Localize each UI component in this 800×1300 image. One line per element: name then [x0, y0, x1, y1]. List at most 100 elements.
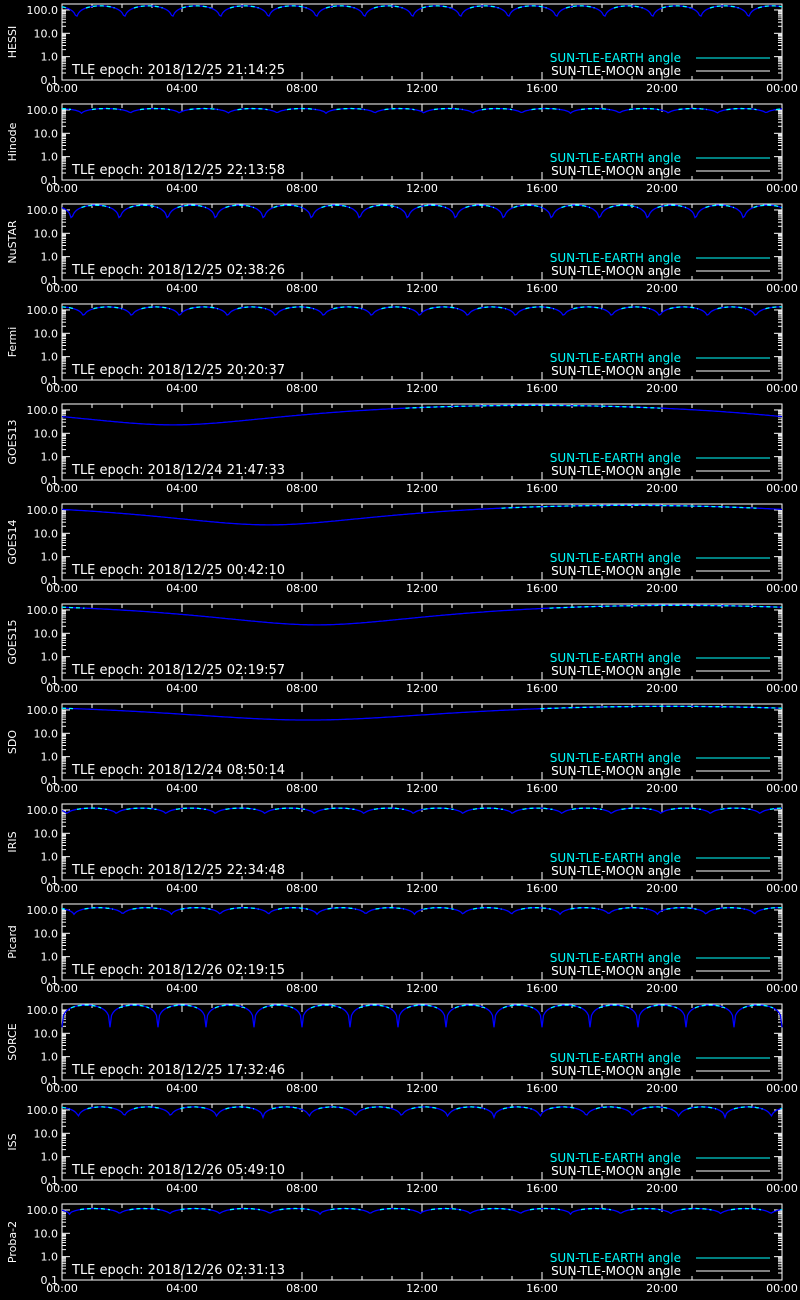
y-tick-label: 10.0	[34, 27, 59, 40]
sun-tle-earth-curve	[598, 1004, 630, 1009]
y-tick-label: 10.0	[34, 427, 59, 440]
x-tick-label: 12:00	[406, 382, 438, 395]
x-tick-label: 20:00	[646, 782, 678, 795]
legend-earth-label: SUN-TLE-EARTH angle	[550, 851, 681, 865]
sun-tle-earth-curve	[573, 306, 603, 310]
sun-tle-earth-curve	[61, 707, 76, 710]
x-tick-label: 16:00	[526, 82, 558, 95]
sun-tle-earth-curve	[681, 1207, 712, 1211]
x-tick-label: 00:00	[766, 582, 798, 595]
plot-svg: 100.010.01.00.100:00 04:00 08:00 12:00 16:00…	[6, 303, 798, 395]
x-tick-label: 08:00	[286, 282, 318, 295]
x-tick-label: 16:00	[526, 782, 558, 795]
sun-tle-earth-curve	[733, 1106, 763, 1110]
legend-earth-label: SUN-TLE-EARTH angle	[550, 251, 681, 265]
sun-tle-earth-curve	[175, 807, 207, 811]
plot-svg: 100.010.01.00.100:00 04:00 08:00 12:00 16:00…	[6, 1103, 798, 1195]
satellite-label: Proba-2	[6, 1221, 19, 1263]
sun-tle-earth-curve	[753, 204, 783, 209]
sun-tle-earth-curve	[333, 306, 363, 310]
x-tick-label: 08:00	[286, 82, 318, 95]
x-tick-label: 04:00	[166, 282, 198, 295]
x-tick-label: 16:00	[526, 282, 558, 295]
sun-tle-earth-curve	[324, 807, 355, 811]
sun-tle-earth-curve	[472, 807, 504, 811]
x-tick-label: 20:00	[646, 1282, 678, 1295]
sun-tle-earth-curve	[139, 107, 171, 111]
sun-tle-earth-curve	[84, 907, 114, 910]
sun-tle-earth-curve	[429, 306, 459, 310]
x-tick-label: 20:00	[646, 982, 678, 995]
legend-moon-label: SUN-TLE-MOON angle	[551, 264, 681, 278]
sun-tle-earth-curve	[456, 1106, 486, 1110]
sun-tle-earth-curve	[286, 107, 316, 111]
x-tick-label: 12:00	[406, 782, 438, 795]
sun-tle-earth-curve	[405, 404, 661, 409]
x-tick-label: 00:00	[46, 982, 78, 995]
legend-earth-label: SUN-TLE-EARTH angle	[550, 551, 681, 565]
sun-tle-earth-curve	[642, 1106, 670, 1110]
satellite-label: Picard	[6, 925, 19, 959]
x-tick-label: 20:00	[646, 382, 678, 395]
legend-earth-label: SUN-TLE-EARTH angle	[550, 451, 681, 465]
y-tick-label: 1.0	[41, 451, 59, 464]
x-tick-label: 00:00	[766, 482, 798, 495]
y-tick-label: 0.1	[41, 74, 59, 87]
x-tick-label: 12:00	[406, 1282, 438, 1295]
sun-tle-earth-curve	[364, 1106, 393, 1110]
x-tick-label: 08:00	[286, 482, 318, 495]
x-tick-label: 20:00	[646, 1082, 678, 1095]
y-tick-label: 100.0	[27, 504, 59, 517]
satellite-label: NuSTAR	[6, 220, 19, 264]
tle-epoch-label: TLE epoch: 2018/12/25 00:42:10	[71, 563, 285, 578]
sun-tle-earth-curve	[531, 107, 561, 111]
sun-tle-earth-curve	[381, 306, 411, 310]
x-tick-label: 00:00	[766, 182, 798, 195]
y-tick-label: 100.0	[27, 1104, 59, 1117]
sun-tle-earth-curve	[81, 204, 111, 209]
plot-svg: 100.010.01.00.100:00 04:00 08:00 12:00 16:00…	[6, 203, 798, 295]
tle-epoch-label: TLE epoch: 2018/12/26 02:31:13	[71, 1263, 285, 1278]
y-tick-label: 100.0	[27, 404, 59, 417]
sun-tle-earth-curve	[279, 1207, 310, 1211]
sun-tle-earth-curve	[628, 107, 660, 111]
sun-tle-earth-curve	[472, 907, 502, 910]
legend-earth-label: SUN-TLE-EARTH angle	[550, 651, 681, 665]
y-tick-label: 0.1	[41, 674, 59, 687]
sun-tle-earth-curve	[621, 807, 652, 811]
x-tick-label: 16:00	[526, 1182, 558, 1195]
y-tick-label: 10.0	[34, 627, 59, 640]
sun-tle-earth-curve	[76, 807, 108, 811]
x-tick-label: 08:00	[286, 582, 318, 595]
sun-tle-earth-curve	[310, 1004, 342, 1009]
sun-tle-earth-curve	[709, 5, 739, 9]
sun-tle-earth-curve	[318, 1106, 346, 1110]
sun-tle-earth-curve	[561, 204, 591, 209]
y-tick-label: 10.0	[34, 527, 59, 540]
x-tick-label: 08:00	[286, 382, 318, 395]
sun-tle-earth-curve	[621, 306, 651, 310]
tle-epoch-label: TLE epoch: 2018/12/25 22:34:48	[71, 863, 285, 878]
sun-tle-earth-curve	[91, 107, 121, 111]
x-tick-label: 00:00	[766, 682, 798, 695]
plot-panel: 100.0 10.0 1.0 0.1 00:00 04:00 08:00 12:00 16:00…	[0, 500, 800, 600]
plot-svg: 100.010.01.00.100:00 04:00 08:00 12:00 16:00…	[6, 903, 798, 995]
legend-earth-label: SUN-TLE-EARTH angle	[550, 751, 681, 765]
y-tick-label: 100.0	[27, 1004, 59, 1017]
x-tick-label: 08:00	[286, 1182, 318, 1195]
sun-tle-earth-curve	[417, 204, 447, 209]
sun-tle-earth-curve	[550, 1004, 582, 1009]
satellite-label: Fermi	[6, 327, 19, 358]
sun-tle-earth-curve	[423, 907, 454, 910]
y-tick-label: 1.0	[41, 851, 59, 864]
satellite-label: GOES13	[6, 419, 19, 464]
y-tick-label: 1.0	[41, 51, 59, 64]
sun-tle-earth-curve	[373, 807, 405, 811]
x-tick-label: 20:00	[646, 882, 678, 895]
sun-tle-earth-curve	[730, 1207, 762, 1211]
y-tick-label: 100.0	[27, 204, 59, 217]
sun-tle-earth-curve	[180, 907, 211, 910]
tle-epoch-label: TLE epoch: 2018/12/26 02:19:15	[71, 963, 285, 978]
x-tick-label: 20:00	[646, 682, 678, 695]
sun-tle-earth-curve	[715, 907, 745, 910]
